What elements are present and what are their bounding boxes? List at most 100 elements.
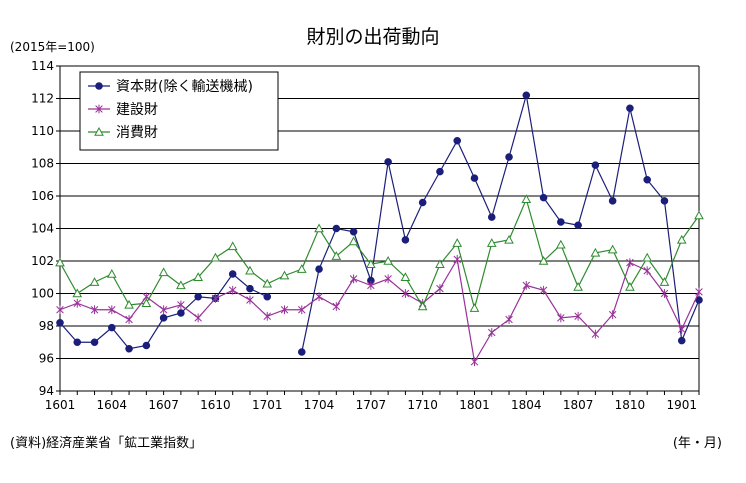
data-point — [125, 344, 133, 353]
data-point — [279, 270, 290, 280]
data-point — [141, 298, 152, 307]
chart-title: 財別の出荷動向 — [306, 26, 440, 48]
data-point — [349, 227, 358, 236]
legend-item: 建設財 — [88, 102, 158, 118]
data-point — [159, 314, 168, 322]
data-point — [177, 300, 185, 310]
data-point — [125, 315, 133, 324]
gridlines — [60, 65, 699, 392]
data-point — [643, 175, 651, 184]
legend-label: 建設財 — [116, 102, 158, 118]
data-point — [591, 329, 600, 339]
data-point — [73, 338, 82, 347]
data-point — [590, 247, 601, 257]
x-tick-label: 1807 — [563, 398, 594, 412]
x-axis-ticks: 1601 1604 1607 1610 1701 1704 1707 1710 1801 1804… — [45, 398, 697, 412]
data-point — [487, 213, 496, 221]
data-point — [210, 252, 221, 262]
data-point — [124, 299, 134, 309]
unit-note: (2015年=100) — [10, 40, 95, 54]
data-point — [557, 218, 565, 226]
series-line — [301, 95, 700, 353]
x-tick-label: 1901 — [666, 398, 697, 412]
y-tick-label: 108 — [31, 157, 54, 171]
data-point — [643, 266, 651, 276]
data-point — [401, 236, 410, 244]
data-point — [56, 305, 64, 315]
data-point — [384, 158, 392, 166]
data-point — [94, 126, 104, 136]
x-tick-label: 1610 — [200, 398, 231, 412]
data-point — [142, 341, 151, 350]
data-point — [452, 238, 463, 247]
data-point — [262, 278, 273, 288]
x-tick-label: 1607 — [148, 398, 179, 412]
data-point — [469, 303, 480, 312]
data-point — [95, 104, 103, 114]
data-point — [108, 323, 116, 332]
data-point — [72, 288, 83, 298]
data-point — [315, 265, 323, 273]
data-point — [383, 255, 393, 265]
data-point — [176, 280, 186, 290]
data-point — [574, 311, 582, 321]
data-point — [296, 264, 307, 273]
series-line — [59, 257, 700, 364]
data-point — [177, 309, 185, 317]
data-point — [591, 161, 600, 169]
data-point — [626, 104, 634, 113]
legend-box — [79, 71, 279, 151]
legend-item: 消費財 — [88, 125, 158, 141]
y-tick-label: 94 — [39, 384, 54, 398]
data-point — [211, 293, 220, 303]
data-point — [315, 292, 323, 302]
data-point — [573, 281, 583, 291]
data-point — [106, 268, 117, 278]
y-tick-label: 96 — [39, 352, 54, 366]
data-point — [56, 318, 64, 327]
data-point — [417, 301, 428, 311]
data-point — [555, 239, 566, 249]
data-point — [227, 241, 238, 251]
data-point — [95, 82, 103, 90]
data-point — [660, 197, 669, 205]
data-point — [436, 284, 444, 294]
y-tick-label: 98 — [39, 319, 54, 333]
y-axis-ticks: 94 96 98 100 102 104 106 108 110 112 114 — [31, 59, 54, 398]
data-point — [280, 305, 289, 315]
y-tick-label: 102 — [31, 254, 54, 268]
data-point — [522, 280, 531, 290]
data-point — [642, 252, 653, 262]
data-point — [90, 338, 99, 347]
data-point — [193, 272, 204, 281]
data-point — [607, 244, 618, 254]
data-point — [349, 274, 358, 284]
data-point — [522, 91, 531, 100]
data-point — [488, 328, 496, 337]
x-tick-label: 1710 — [407, 398, 438, 412]
data-point — [332, 224, 341, 233]
data-point — [158, 267, 169, 277]
data-point — [574, 221, 582, 230]
source-note: (資料)経済産業省「鉱工業指数」 — [10, 436, 203, 451]
x-tick-label: 1704 — [304, 398, 335, 412]
data-point — [384, 274, 392, 284]
series-group — [55, 91, 704, 367]
y-tick-label: 114 — [31, 59, 54, 73]
x-tick-label: 1810 — [615, 398, 646, 412]
axes — [56, 65, 700, 395]
data-point — [246, 295, 254, 305]
data-point — [659, 277, 670, 286]
x-tick-label: 1801 — [459, 398, 490, 412]
data-point — [676, 234, 687, 244]
legend-label: 消費財 — [116, 125, 158, 141]
data-point — [400, 272, 411, 281]
data-point — [367, 280, 375, 290]
data-point — [539, 285, 548, 295]
data-point — [263, 311, 271, 321]
data-point — [159, 305, 168, 315]
data-point — [418, 198, 427, 207]
data-point — [298, 305, 306, 315]
